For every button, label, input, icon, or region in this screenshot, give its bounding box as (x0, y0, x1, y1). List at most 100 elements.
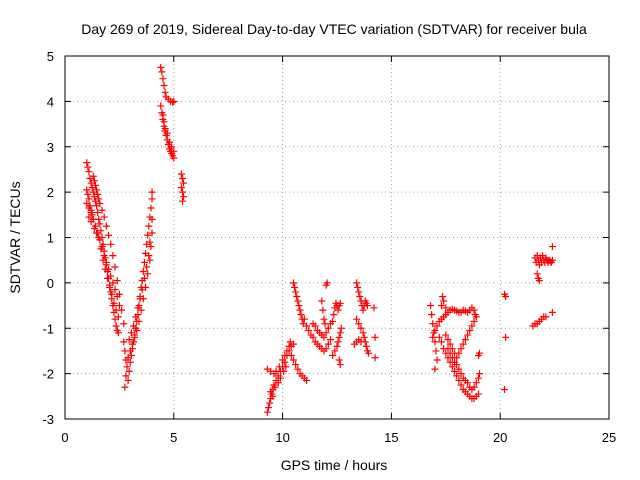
data-point (99, 256, 107, 264)
data-point (109, 279, 117, 287)
data-point (148, 195, 156, 203)
data-point (96, 220, 104, 228)
data-point (292, 361, 300, 369)
data-point (319, 306, 327, 314)
data-point (143, 263, 151, 271)
data-point (289, 279, 297, 287)
data-point (100, 252, 108, 260)
data-point (293, 292, 301, 300)
data-point (263, 408, 271, 416)
data-point (457, 381, 465, 389)
data-point (276, 374, 284, 382)
data-point (501, 386, 509, 394)
data-point (130, 322, 138, 330)
data-point (322, 329, 330, 337)
data-point (433, 356, 441, 364)
data-point (179, 197, 187, 205)
data-point (98, 206, 106, 214)
data-point (311, 322, 319, 330)
data-point (337, 324, 345, 332)
data-point (461, 336, 469, 344)
data-point (363, 302, 371, 310)
data-point (146, 256, 154, 264)
data-point (103, 274, 111, 282)
y-tick-label: 5 (47, 49, 54, 64)
data-point (279, 356, 287, 364)
data-point (108, 290, 116, 298)
data-point (97, 245, 105, 253)
data-point (295, 302, 303, 310)
x-axis-label: GPS time / hours (281, 457, 388, 473)
data-point (320, 315, 328, 323)
data-point (157, 102, 165, 110)
data-point (451, 349, 459, 357)
data-point (120, 320, 128, 328)
data-point (320, 333, 328, 341)
data-point (165, 138, 173, 146)
data-point (442, 304, 450, 312)
data-point (109, 252, 117, 260)
data-point (474, 390, 482, 398)
data-point (85, 204, 93, 212)
data-point (179, 188, 187, 196)
data-point (362, 342, 370, 350)
data-point (100, 213, 108, 221)
data-point (431, 338, 439, 346)
data-point (93, 186, 101, 194)
data-point (464, 331, 472, 339)
data-point (322, 345, 330, 353)
data-point (535, 277, 543, 285)
data-point (148, 215, 156, 223)
data-point (353, 279, 361, 287)
data-point (457, 345, 465, 353)
data-point (334, 306, 342, 314)
data-point (470, 306, 478, 314)
data-point (161, 125, 169, 133)
data-point (144, 270, 152, 278)
data-point (453, 354, 461, 362)
y-tick-label: 2 (47, 185, 54, 200)
data-point (453, 372, 461, 380)
data-point (333, 342, 341, 350)
data-point (85, 195, 93, 203)
data-point (121, 383, 129, 391)
x-tick-label: 20 (493, 430, 507, 445)
data-point (296, 306, 304, 314)
data-point (448, 345, 456, 353)
data-point (468, 322, 476, 330)
data-point (502, 333, 510, 341)
data-point (168, 143, 176, 151)
data-point (324, 324, 332, 332)
data-point (140, 274, 148, 282)
data-point (466, 327, 474, 335)
data-point (124, 354, 132, 362)
data-point (359, 306, 367, 314)
data-point (132, 313, 140, 321)
data-point (285, 342, 293, 350)
data-point (432, 347, 440, 355)
data-point (106, 283, 114, 291)
data-point (334, 338, 342, 346)
data-point (318, 297, 326, 305)
data-point (336, 299, 344, 307)
x-tick-label: 15 (384, 430, 398, 445)
data-point (94, 190, 102, 198)
data-point (470, 383, 478, 391)
data-point (266, 399, 274, 407)
data-point (309, 333, 317, 341)
data-point (326, 336, 334, 344)
data-point (355, 288, 363, 296)
data-point (297, 311, 305, 319)
data-point (159, 75, 167, 83)
data-point (274, 379, 282, 387)
data-point (89, 172, 97, 180)
data-point (354, 283, 362, 291)
data-point (359, 329, 367, 337)
x-tick-label: 5 (170, 430, 177, 445)
data-point (105, 231, 113, 239)
data-point (502, 292, 510, 300)
data-point (303, 322, 311, 330)
y-tick-label: 4 (47, 94, 54, 109)
data-point (335, 333, 343, 341)
data-point (330, 311, 338, 319)
